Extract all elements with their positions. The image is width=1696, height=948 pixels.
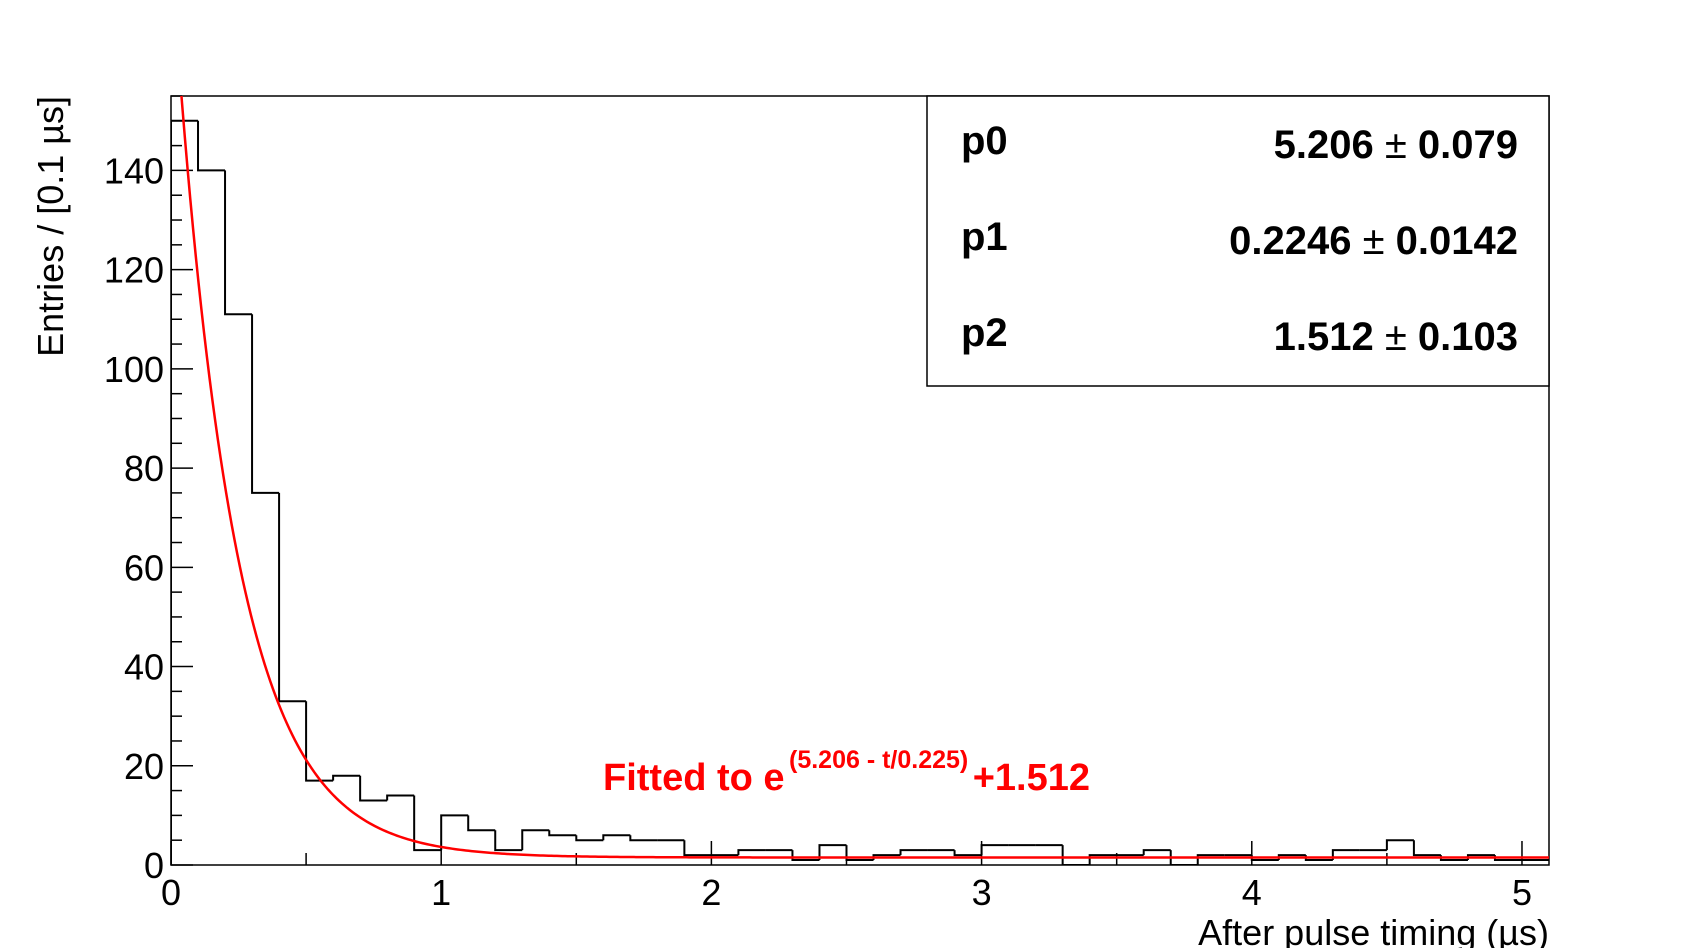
histogram-bin bbox=[1385, 839, 1414, 851]
fit-annotation-suffix: +1.512 bbox=[973, 757, 1090, 799]
y-axis-title: Entries / [0.1 µs] bbox=[30, 96, 71, 357]
fit-stats-box: p0 5.206 ± 0.079 p1 0.2246 ± 0.0142 p2 1.512 … bbox=[926, 95, 1550, 387]
histogram-bin bbox=[548, 830, 577, 837]
stat-value: 0.2246 bbox=[1229, 219, 1362, 263]
stat-value: 1.512 bbox=[1274, 315, 1385, 359]
histogram bbox=[171, 119, 1549, 865]
histogram-bin bbox=[197, 120, 226, 172]
histogram-bin bbox=[224, 170, 253, 316]
x-tick-label-1: 1 bbox=[431, 872, 451, 913]
histogram-bin bbox=[1088, 854, 1117, 865]
histogram-bin bbox=[683, 840, 712, 857]
histogram-bin bbox=[171, 119, 199, 865]
histogram-bin bbox=[332, 774, 361, 781]
histogram-bin bbox=[305, 701, 334, 782]
plus-minus-icon: ± bbox=[1363, 219, 1396, 263]
histogram-bin bbox=[278, 492, 307, 703]
stat-error: 0.079 bbox=[1418, 123, 1518, 167]
histogram-bin bbox=[818, 844, 847, 861]
histogram-bin bbox=[413, 795, 442, 852]
stat-param-name: p2 bbox=[961, 311, 1008, 355]
histogram-bin bbox=[1061, 845, 1090, 865]
histogram-bin bbox=[602, 834, 631, 841]
x-axis-title: After pulse timing (µs) bbox=[1198, 912, 1549, 948]
x-tick-label-3: 3 bbox=[972, 872, 992, 913]
plus-minus-icon: ± bbox=[1385, 123, 1418, 167]
x-tick-label-0: 0 bbox=[161, 872, 181, 913]
plus-minus-icon: ± bbox=[1385, 315, 1418, 359]
x-tick-label-2: 2 bbox=[701, 872, 721, 913]
histogram-bin bbox=[845, 845, 874, 862]
histogram-bin bbox=[899, 849, 928, 856]
histogram-bin bbox=[467, 815, 496, 832]
x-tick-label-4: 4 bbox=[1242, 872, 1262, 913]
histogram-bin bbox=[737, 849, 766, 856]
histogram-bin bbox=[251, 314, 280, 494]
y-tick-label-3: 60 bbox=[124, 547, 164, 588]
histogram-bin bbox=[494, 830, 523, 852]
stat-param-name: p1 bbox=[961, 215, 1008, 259]
histogram-bin bbox=[440, 814, 469, 851]
x-axis: 0 1 2 3 4 5 bbox=[161, 841, 1532, 913]
histogram-bin bbox=[791, 850, 820, 862]
histogram-bin bbox=[359, 775, 388, 802]
histogram-bin bbox=[521, 829, 550, 851]
y-tick-label-7: 140 bbox=[104, 150, 164, 191]
stat-error: 0.103 bbox=[1418, 315, 1518, 359]
histogram-bin bbox=[575, 835, 604, 842]
histogram-bin bbox=[1169, 850, 1198, 865]
fit-annotation-prefix: Fitted to e bbox=[603, 757, 785, 799]
histogram-bin bbox=[980, 844, 1009, 856]
stat-param-value: 5.206 ± 0.079 bbox=[1274, 123, 1518, 167]
histogram-bin bbox=[1196, 854, 1225, 865]
histogram-bin bbox=[1142, 849, 1171, 856]
fit-curve bbox=[180, 96, 1549, 859]
y-tick-label-5: 100 bbox=[104, 349, 164, 390]
x-tick-label-5: 5 bbox=[1512, 872, 1532, 913]
y-tick-label-4: 80 bbox=[124, 448, 164, 489]
histogram-bin bbox=[629, 835, 658, 842]
histogram-bin bbox=[1412, 840, 1441, 857]
histogram-bin bbox=[953, 850, 982, 857]
stat-value: 5.206 bbox=[1274, 123, 1385, 167]
stat-param-name: p0 bbox=[961, 119, 1008, 163]
y-tick-label-0: 0 bbox=[144, 845, 164, 886]
stat-param-value: 1.512 ± 0.103 bbox=[1274, 315, 1518, 359]
y-tick-label-2: 40 bbox=[124, 647, 164, 688]
histogram-bin bbox=[386, 794, 415, 801]
stat-param-value: 0.2246 ± 0.0142 bbox=[1229, 219, 1518, 263]
y-axis: 0 20 40 60 80 100 120 140 bbox=[104, 95, 193, 886]
stat-error: 0.0142 bbox=[1396, 219, 1518, 263]
stats-box-frame bbox=[926, 95, 1550, 387]
y-tick-label-6: 120 bbox=[104, 250, 164, 291]
fit-annotation: Fitted to e (5.206 - t/0.225) +1.512 bbox=[603, 746, 1090, 799]
y-tick-label-1: 20 bbox=[124, 746, 164, 787]
fit-annotation-exponent: (5.206 - t/0.225) bbox=[789, 746, 968, 774]
